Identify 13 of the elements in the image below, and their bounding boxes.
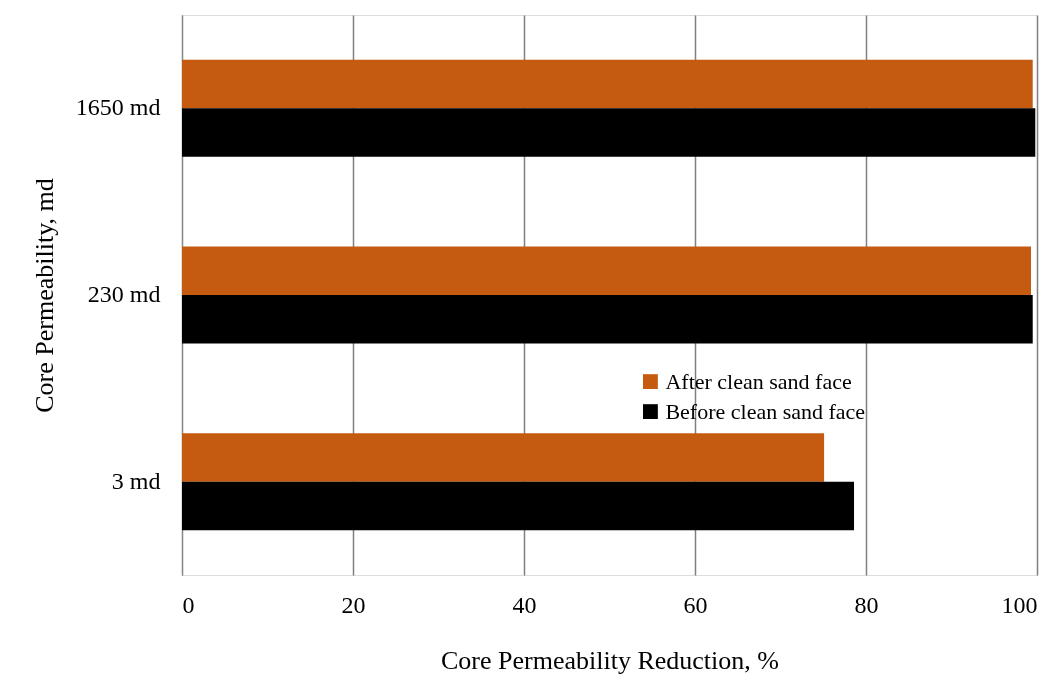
y-tick-label: 230 md — [87, 281, 161, 307]
y-tick-label: 3 md — [111, 467, 161, 494]
x-axis-title: Core Permeability Reduction, % — [441, 645, 779, 675]
x-tick-label: 100 — [1001, 591, 1038, 618]
x-tick-label: 80 — [854, 591, 879, 618]
x-tick-label: 40 — [512, 591, 537, 618]
x-tick-label: 0 — [182, 591, 195, 618]
legend-label: After clean sand face — [665, 368, 852, 394]
legend-label: Before clean sand face — [665, 398, 866, 424]
y-tick-label: 1650 md — [75, 94, 161, 121]
y-axis-title: Core Permeability, md — [29, 178, 59, 413]
x-tick-label: 20 — [341, 591, 366, 618]
x-tick-label: 60 — [683, 591, 708, 618]
